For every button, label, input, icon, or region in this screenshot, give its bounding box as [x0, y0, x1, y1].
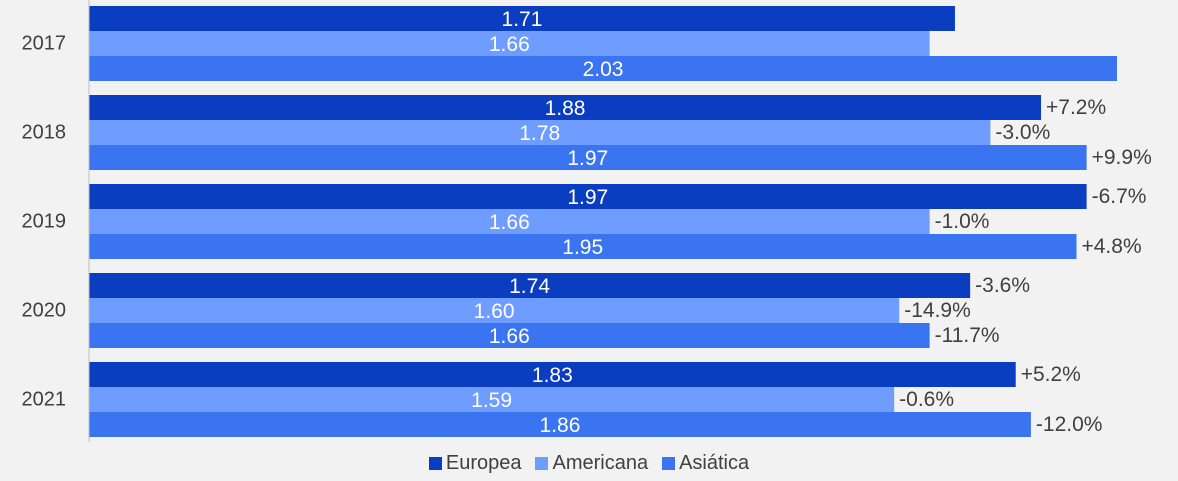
change-label: -3.6%: [975, 274, 1030, 297]
change-label: -12.0%: [1036, 413, 1103, 436]
y-tick-label: 2018: [22, 122, 67, 144]
y-tick-label: 2017: [22, 33, 67, 55]
bar-asiática-2020: [89, 323, 930, 348]
change-label: +7.2%: [1046, 96, 1106, 119]
value-label: 1.97: [567, 147, 608, 170]
bar-americana-2018: [89, 120, 991, 145]
value-label: 1.88: [545, 97, 586, 120]
value-label: 1.59: [471, 389, 512, 412]
bar-asiática-2021: [89, 412, 1031, 437]
legend-label: Europea: [445, 452, 522, 474]
bar-europea-2017: [89, 6, 955, 31]
value-label: 1.97: [567, 186, 608, 209]
value-label: 1.78: [519, 122, 560, 145]
value-label: 1.74: [509, 275, 550, 298]
bar-asiática-2019: [89, 234, 1077, 259]
value-label: 1.71: [502, 8, 543, 31]
bar-europea-2021: [89, 362, 1016, 387]
value-label: 1.83: [532, 364, 573, 387]
change-label: +4.8%: [1081, 235, 1141, 258]
change-label: +5.2%: [1021, 363, 1081, 386]
bar-americana-2017: [89, 31, 930, 56]
change-label: -14.9%: [904, 299, 971, 322]
bar-asiática-2017: [89, 56, 1117, 81]
y-tick-label: 2019: [22, 211, 67, 233]
legend: Europea Americana Asiática: [0, 452, 1178, 475]
legend-swatch: [428, 457, 442, 470]
value-label: 1.66: [489, 325, 530, 348]
value-label: 2.03: [583, 58, 624, 81]
bar-europea-2020: [89, 273, 971, 298]
change-label: -0.6%: [899, 388, 954, 411]
legend-item-americana: Americana: [535, 452, 648, 475]
change-label: -1.0%: [935, 210, 990, 233]
value-label: 1.66: [489, 33, 530, 56]
value-label: 1.95: [562, 236, 603, 259]
legend-swatch: [662, 457, 676, 470]
value-label: 1.86: [540, 414, 581, 437]
legend-item-asiática: Asiática: [662, 452, 749, 475]
bar-americana-2019: [89, 209, 930, 234]
y-tick-label: 2020: [22, 300, 67, 322]
bar-europea-2018: [89, 95, 1042, 120]
bar-americana-2020: [89, 298, 900, 323]
legend-item-europea: Europea: [428, 452, 522, 475]
bars-group: [89, 6, 1117, 437]
y-tick-label: 2021: [22, 389, 67, 411]
value-label: 1.60: [474, 300, 515, 323]
change-label: -3.0%: [995, 121, 1050, 144]
change-label: +9.9%: [1092, 146, 1152, 169]
bar-americana-2021: [89, 387, 895, 412]
bar-europea-2019: [89, 184, 1087, 209]
value-label: 1.66: [489, 211, 530, 234]
legend-swatch: [535, 457, 549, 470]
legend-label: Americana: [552, 452, 649, 474]
bar-asiática-2018: [89, 145, 1087, 170]
change-label: -11.7%: [935, 324, 1000, 347]
change-label: -6.7%: [1092, 185, 1147, 208]
legend-label: Asiática: [679, 452, 750, 474]
